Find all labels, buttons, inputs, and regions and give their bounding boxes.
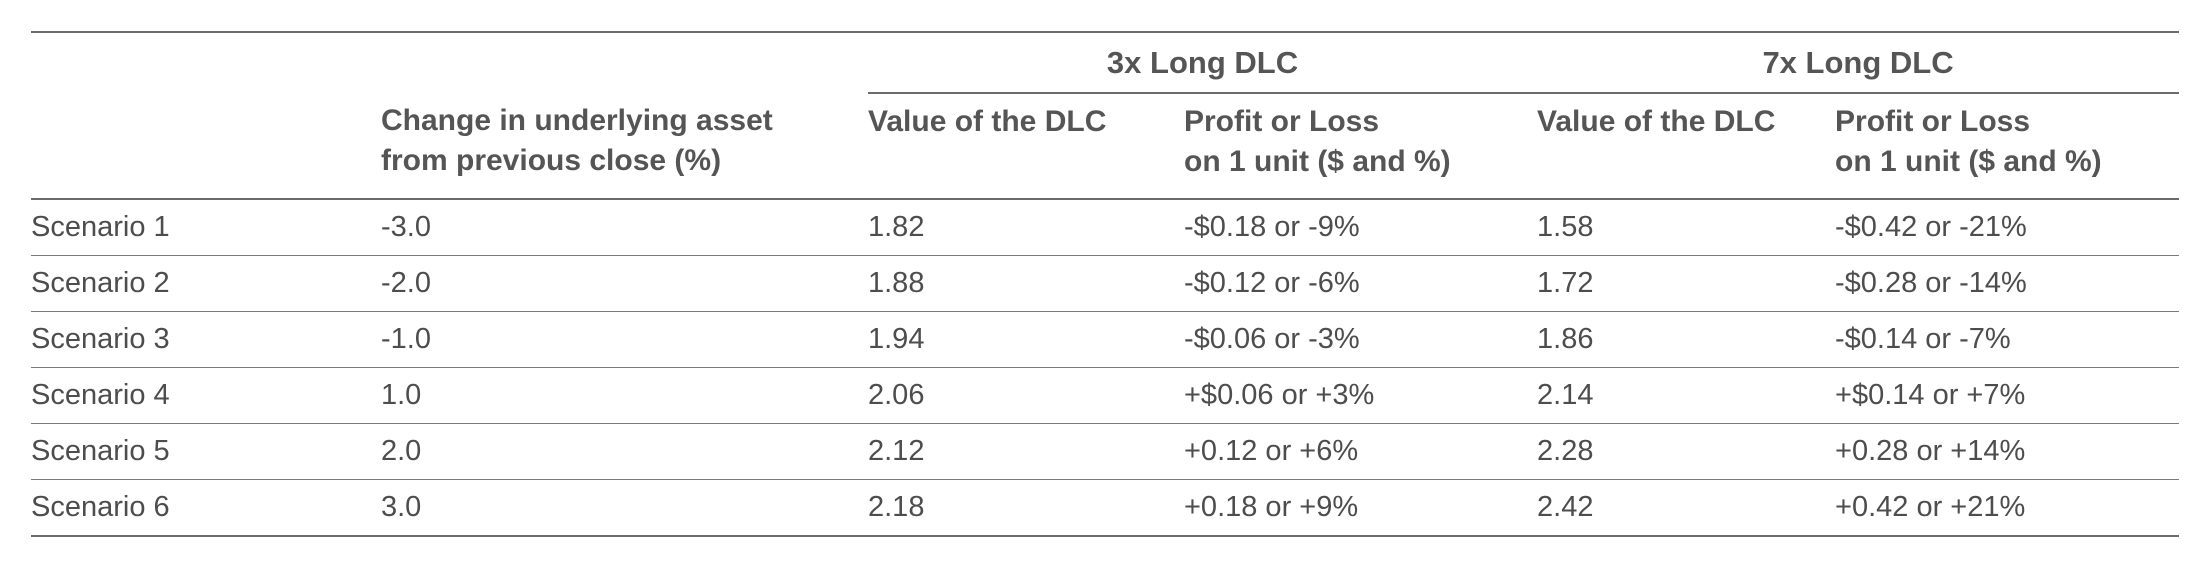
table-row: Scenario 1 -3.0 1.82 -$0.18 or -9% 1.58 … bbox=[31, 199, 2180, 256]
cell-7x-value: 2.14 bbox=[1537, 367, 1836, 424]
group-header-3x-long: 3x Long DLC bbox=[868, 32, 1538, 94]
cell-7x-profit-loss: -$0.28 or -14% bbox=[1835, 255, 2180, 312]
cell-scenario: Scenario 4 bbox=[31, 367, 381, 424]
cell-3x-value: 1.88 bbox=[868, 255, 1184, 312]
cell-3x-profit-loss: +0.12 or +6% bbox=[1184, 423, 1538, 480]
cell-7x-value: 1.58 bbox=[1537, 199, 1836, 256]
cell-scenario: Scenario 5 bbox=[31, 423, 381, 480]
column-header-line: on 1 unit ($ and %) bbox=[1835, 145, 2102, 178]
cell-scenario: Scenario 1 bbox=[31, 199, 381, 256]
cell-change: -3.0 bbox=[381, 199, 868, 256]
cell-7x-profit-loss: -$0.14 or -7% bbox=[1835, 311, 2180, 368]
column-header-3x-value: Value of the DLC bbox=[868, 93, 1184, 199]
table-row: Scenario 2 -2.0 1.88 -$0.12 or -6% 1.72 … bbox=[31, 255, 2180, 312]
table-row: Scenario 5 2.0 2.12 +0.12 or +6% 2.28 +0… bbox=[31, 423, 2180, 480]
column-header-line: on 1 unit ($ and %) bbox=[1184, 145, 1451, 178]
cell-7x-value: 2.28 bbox=[1537, 423, 1836, 480]
cell-3x-profit-loss: +0.18 or +9% bbox=[1184, 479, 1538, 537]
cell-change: -1.0 bbox=[381, 311, 868, 368]
cell-scenario: Scenario 2 bbox=[31, 255, 381, 312]
cell-scenario: Scenario 3 bbox=[31, 311, 381, 368]
cell-3x-profit-loss: -$0.18 or -9% bbox=[1184, 199, 1538, 256]
table-row: Scenario 6 3.0 2.18 +0.18 or +9% 2.42 +0… bbox=[31, 479, 2180, 537]
column-header-line: from previous close (%) bbox=[381, 144, 722, 177]
cell-change: 3.0 bbox=[381, 479, 868, 537]
cell-7x-profit-loss: +$0.14 or +7% bbox=[1835, 367, 2180, 424]
column-header-7x-value: Value of the DLC bbox=[1537, 93, 1835, 199]
column-header-change: Change in underlying asset from previous… bbox=[381, 93, 868, 199]
cell-change: -2.0 bbox=[381, 255, 868, 312]
column-header-line: Change in underlying asset bbox=[381, 104, 773, 137]
column-header-row: Change in underlying asset from previous… bbox=[31, 93, 2180, 199]
cell-7x-value: 1.86 bbox=[1537, 311, 1836, 368]
cell-3x-value: 2.06 bbox=[868, 367, 1184, 424]
column-header-line: Profit or Loss bbox=[1835, 105, 2031, 138]
column-header-line: Profit or Loss bbox=[1184, 105, 1380, 138]
column-header-line: Value of the DLC bbox=[868, 105, 1107, 138]
group-header-blank bbox=[31, 32, 868, 93]
cell-change: 2.0 bbox=[381, 423, 868, 480]
cell-3x-value: 1.82 bbox=[868, 199, 1184, 256]
cell-change: 1.0 bbox=[381, 367, 868, 424]
cell-3x-value: 1.94 bbox=[868, 311, 1184, 368]
cell-7x-value: 2.42 bbox=[1537, 479, 1836, 537]
group-header-row: 3x Long DLC 7x Long DLC bbox=[31, 32, 2180, 94]
cell-scenario: Scenario 6 bbox=[31, 479, 381, 537]
cell-3x-profit-loss: -$0.12 or -6% bbox=[1184, 255, 1538, 312]
dlc-scenario-table: 3x Long DLC 7x Long DLC Change in underl… bbox=[31, 31, 2180, 537]
cell-3x-value: 2.18 bbox=[868, 479, 1184, 537]
column-header-3x-profit-loss: Profit or Loss on 1 unit ($ and %) bbox=[1184, 93, 1537, 199]
cell-7x-profit-loss: +0.42 or +21% bbox=[1835, 479, 2180, 537]
table-row: Scenario 3 -1.0 1.94 -$0.06 or -3% 1.86 … bbox=[31, 311, 2180, 368]
cell-7x-value: 1.72 bbox=[1537, 255, 1836, 312]
cell-3x-profit-loss: +$0.06 or +3% bbox=[1184, 367, 1538, 424]
column-header-scenario bbox=[31, 93, 381, 199]
cell-7x-profit-loss: +0.28 or +14% bbox=[1835, 423, 2180, 480]
cell-3x-profit-loss: -$0.06 or -3% bbox=[1184, 311, 1538, 368]
cell-3x-value: 2.12 bbox=[868, 423, 1184, 480]
table-row: Scenario 4 1.0 2.06 +$0.06 or +3% 2.14 +… bbox=[31, 367, 2180, 424]
cell-7x-profit-loss: -$0.42 or -21% bbox=[1835, 199, 2180, 256]
column-header-line: Value of the DLC bbox=[1537, 105, 1776, 138]
dlc-scenario-table-container: 3x Long DLC 7x Long DLC Change in underl… bbox=[31, 31, 2180, 537]
group-header-7x-long: 7x Long DLC bbox=[1537, 32, 2180, 94]
column-header-7x-profit-loss: Profit or Loss on 1 unit ($ and %) bbox=[1835, 93, 2179, 199]
